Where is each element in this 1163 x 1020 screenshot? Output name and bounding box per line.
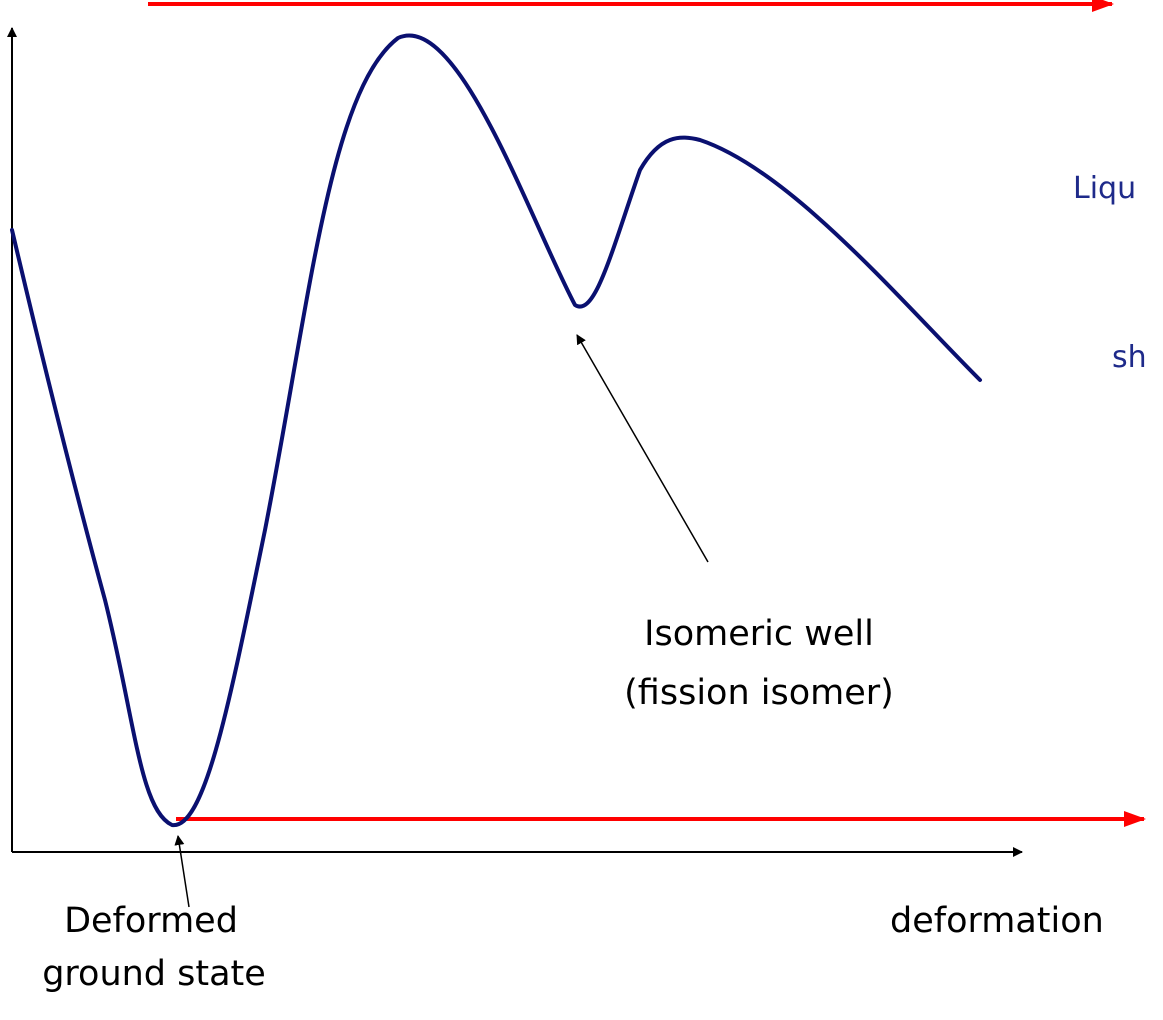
- ground-state-label-line1: Deformed: [64, 901, 238, 941]
- side-text-shell: sh: [1112, 340, 1147, 375]
- isomeric-well-label-line1: Isomeric well: [644, 614, 874, 654]
- potential-curve: [10, 33, 982, 828]
- ground-state-pointer: [174, 835, 190, 908]
- side-text-liquid: Liqu: [1073, 171, 1136, 206]
- isomeric-well-label-line2: (fission isomer): [624, 673, 894, 713]
- ground-state-label-line2: ground state: [42, 954, 266, 994]
- isomeric-well-pointer: [576, 334, 709, 563]
- x-axis-label: deformation: [890, 901, 1104, 941]
